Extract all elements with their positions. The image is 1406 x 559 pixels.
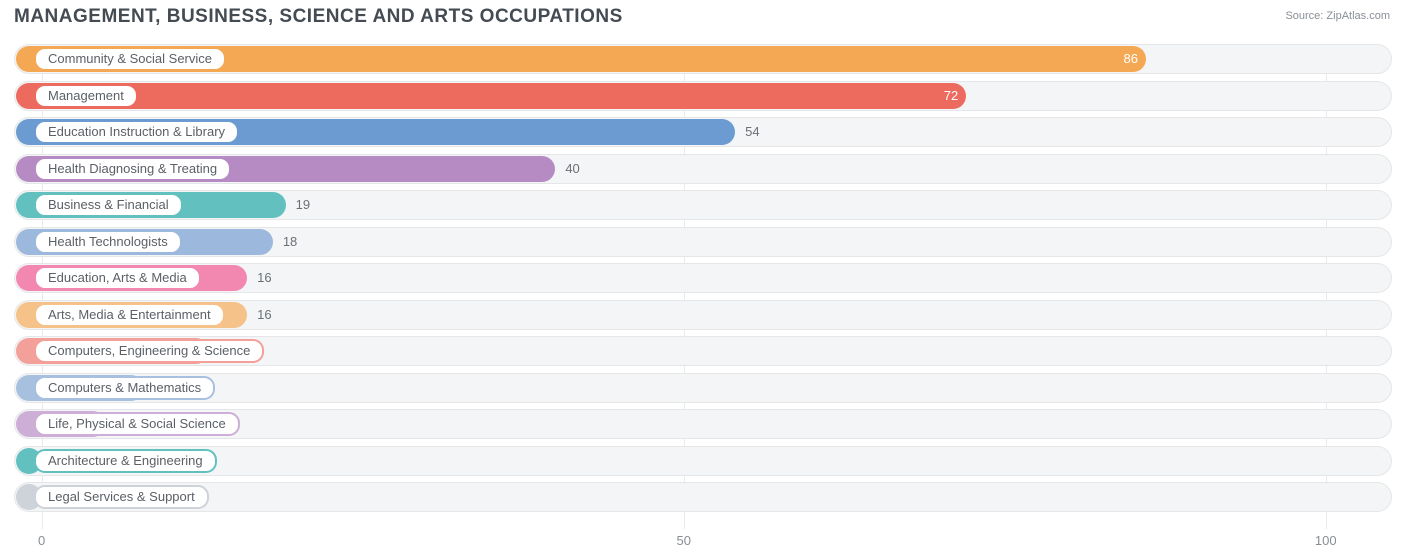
bar-category-pill: Education, Arts & Media [34, 266, 201, 290]
bar-track [14, 446, 1392, 476]
bar-category-pill: Life, Physical & Social Science [34, 412, 240, 436]
bar-row: 8Computers & Mathematics [14, 373, 1392, 403]
source-attribution: Source: ZipAtlas.com [1285, 10, 1390, 22]
bar-category-pill: Business & Financial [34, 193, 183, 217]
bar-category-pill: Education Instruction & Library [34, 120, 239, 144]
bar-row: 0Legal Services & Support [14, 482, 1392, 512]
bar-value-label: 16 [257, 300, 271, 330]
bar-value-label: 40 [565, 154, 579, 184]
bar-category-pill: Health Diagnosing & Treating [34, 157, 231, 181]
bar-category-pill: Legal Services & Support [34, 485, 209, 509]
bar-row: 13Computers, Engineering & Science [14, 336, 1392, 366]
bar-category-pill: Arts, Media & Entertainment [34, 303, 225, 327]
bar-track [14, 482, 1392, 512]
chart-title: MANAGEMENT, BUSINESS, SCIENCE AND ARTS O… [14, 6, 623, 28]
source-site: ZipAtlas.com [1326, 10, 1390, 22]
bar-row: 86 Community & Social Service [14, 44, 1392, 74]
bar-value-label: 54 [745, 117, 759, 147]
bar-row: 54 Education Instruction & Library [14, 117, 1392, 147]
bar-row: 72 Management [14, 81, 1392, 111]
x-axis: 0 50 100 [14, 533, 1392, 551]
plot-area: 86 Community & Social Service 72 Management… [14, 44, 1392, 529]
bar-row: 0Architecture & Engineering [14, 446, 1392, 476]
bar-category-pill: Health Technologists [34, 230, 182, 254]
x-tick-label: 0 [38, 533, 45, 548]
bar-value-label: 72 [944, 81, 958, 111]
bar-value-label: 16 [257, 263, 271, 293]
bar-fill [16, 83, 966, 109]
chart-container: MANAGEMENT, BUSINESS, SCIENCE AND ARTS O… [0, 0, 1406, 559]
bar-row: 16 Education, Arts & Media [14, 263, 1392, 293]
bar-row: 16 Arts, Media & Entertainment [14, 300, 1392, 330]
bar-value-label: 86 [1124, 44, 1138, 74]
bar-row: 18 Health Technologists [14, 227, 1392, 257]
x-tick-label: 100 [1315, 533, 1337, 548]
bar-value-label: 19 [296, 190, 310, 220]
bar-category-pill: Computers & Mathematics [34, 376, 215, 400]
x-tick-label: 50 [677, 533, 691, 548]
bar-category-pill: Computers, Engineering & Science [34, 339, 264, 363]
bar-value-label: 18 [283, 227, 297, 257]
bar-row: 40 Health Diagnosing & Treating [14, 154, 1392, 184]
bar-category-pill: Community & Social Service [34, 47, 226, 71]
bar-track [14, 373, 1392, 403]
bar-row: 19 Business & Financial [14, 190, 1392, 220]
bar-category-pill: Architecture & Engineering [34, 449, 217, 473]
source-label: Source: [1285, 10, 1323, 22]
bar-category-pill: Management [34, 84, 138, 108]
bar-row: 5Life, Physical & Social Science [14, 409, 1392, 439]
